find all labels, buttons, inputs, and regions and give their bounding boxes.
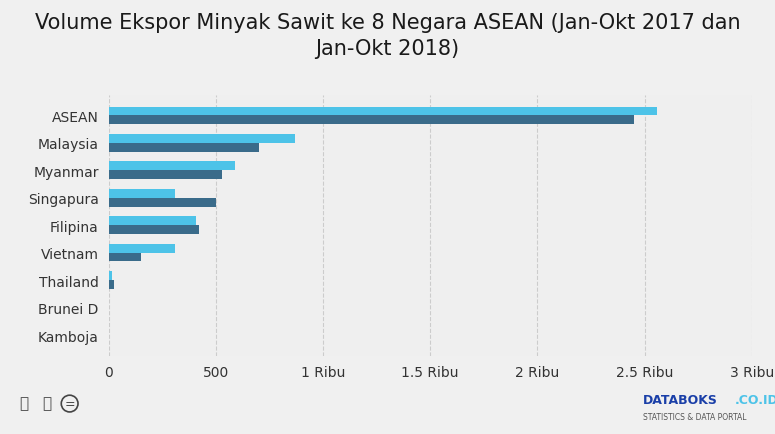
Bar — [109, 244, 175, 253]
Bar — [109, 253, 141, 262]
Bar — [109, 116, 634, 125]
Bar — [109, 135, 295, 144]
Bar — [109, 107, 657, 116]
Bar — [109, 171, 222, 180]
Bar — [109, 272, 112, 280]
Bar — [109, 144, 259, 152]
Bar — [109, 198, 215, 207]
Text: .CO.ID: .CO.ID — [735, 393, 775, 406]
Bar — [109, 162, 235, 171]
Bar — [109, 280, 114, 289]
Bar — [109, 226, 198, 234]
Bar — [109, 217, 196, 226]
Bar — [109, 190, 175, 198]
Text: ⓒ: ⓒ — [19, 395, 29, 410]
Text: =: = — [64, 397, 75, 410]
Text: Volume Ekspor Minyak Sawit ke 8 Negara ASEAN (Jan-Okt 2017 dan
Jan-Okt 2018): Volume Ekspor Minyak Sawit ke 8 Negara A… — [35, 13, 740, 59]
Text: DATABOKS: DATABOKS — [643, 393, 718, 406]
Text: ⓘ: ⓘ — [43, 395, 52, 410]
Text: STATISTICS & DATA PORTAL: STATISTICS & DATA PORTAL — [643, 412, 747, 421]
